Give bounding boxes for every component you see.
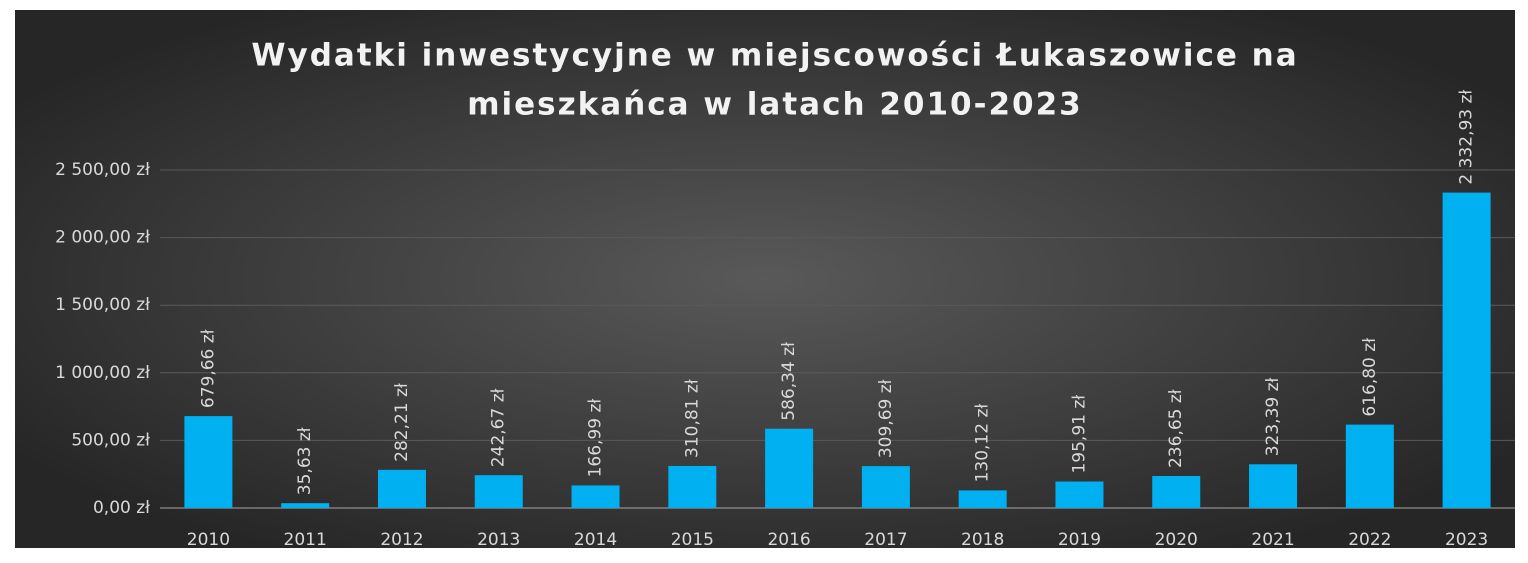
x-tick-label: 2011 [284, 530, 327, 550]
data-label: 679,66 zł [198, 329, 218, 408]
y-tick-label: 0,00 zł [93, 498, 150, 518]
x-tick-label: 2019 [1058, 530, 1101, 550]
chart-background [15, 10, 1515, 548]
bar [861, 466, 910, 508]
x-tick-label: 2013 [477, 530, 520, 550]
y-tick-label: 2 500,00 zł [55, 160, 150, 180]
data-label: 282,21 zł [392, 383, 412, 462]
bar [281, 503, 330, 508]
data-label: 323,39 zł [1263, 377, 1283, 456]
data-label: 236,65 zł [1166, 389, 1186, 468]
data-label: 616,80 zł [1360, 338, 1380, 417]
data-label: 586,34 zł [779, 342, 799, 421]
x-tick-label: 2021 [1251, 530, 1294, 550]
bar [1249, 464, 1298, 508]
x-tick-label: 2023 [1445, 530, 1488, 550]
y-tick-label: 1 000,00 zł [55, 363, 150, 383]
bar [668, 465, 717, 508]
chart-title: mieszkańca w latach 2010-2023 [467, 87, 1083, 123]
bar [1442, 192, 1491, 508]
data-label: 195,91 zł [1069, 395, 1089, 474]
bar [474, 475, 523, 508]
x-tick-label: 2010 [187, 530, 230, 550]
x-tick-label: 2020 [1155, 530, 1198, 550]
x-tick-label: 2022 [1348, 530, 1391, 550]
bar [184, 416, 233, 508]
data-label: 166,99 zł [586, 399, 606, 478]
data-label: 309,69 zł [876, 379, 896, 458]
bar [1055, 481, 1104, 508]
bar [765, 428, 814, 508]
data-label: 35,63 zł [295, 427, 315, 495]
x-tick-label: 2018 [961, 530, 1004, 550]
bar [377, 469, 426, 508]
data-label: 310,81 zł [682, 379, 702, 458]
data-label: 242,67 zł [489, 388, 509, 467]
data-label: 2 332,93 zł [1457, 90, 1477, 185]
x-tick-label: 2012 [380, 530, 423, 550]
x-tick-label: 2015 [671, 530, 714, 550]
x-tick-label: 2014 [574, 530, 617, 550]
bar [958, 490, 1007, 508]
y-tick-label: 2 000,00 zł [55, 228, 150, 248]
chart-title: Wydatki inwestycyjne w miejscowości Łuka… [251, 38, 1298, 74]
bar [1345, 424, 1394, 508]
bar [571, 485, 620, 508]
y-tick-label: 500,00 zł [71, 430, 150, 450]
x-tick-label: 2016 [767, 530, 810, 550]
x-tick-label: 2017 [864, 530, 907, 550]
y-tick-label: 1 500,00 zł [55, 295, 150, 315]
data-label: 130,12 zł [973, 404, 993, 483]
bar [1152, 476, 1201, 508]
